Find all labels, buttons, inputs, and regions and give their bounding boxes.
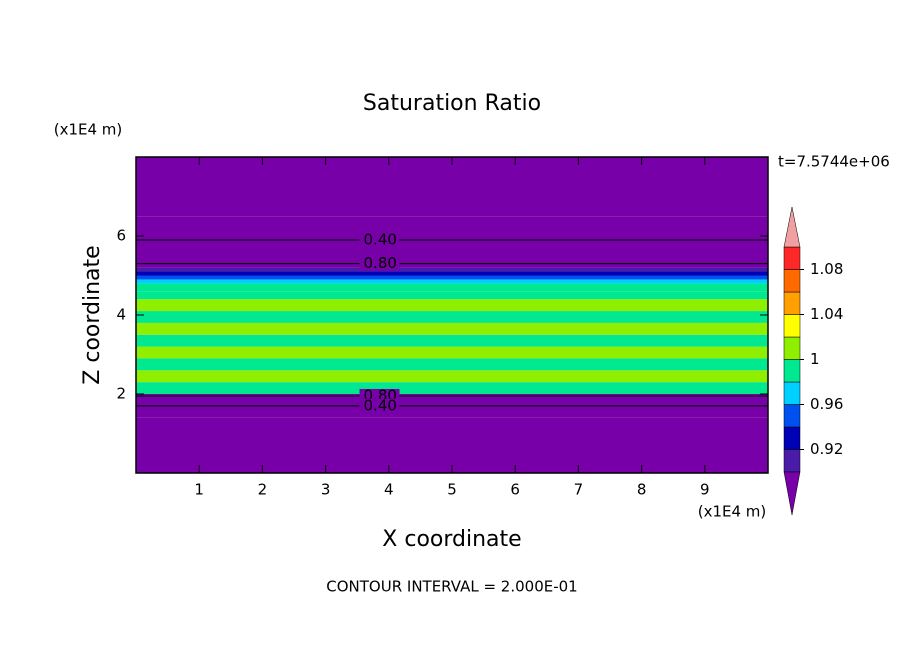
field-band xyxy=(136,417,768,473)
field-band xyxy=(136,291,768,300)
field-band xyxy=(136,157,768,217)
x-tick-label: 6 xyxy=(510,481,520,499)
colorbar-over xyxy=(783,206,801,248)
y-tick-label: 2 xyxy=(116,385,126,403)
x-tick-label: 5 xyxy=(447,481,457,499)
contour-label: 0.40 xyxy=(364,230,397,248)
colorbar-box xyxy=(783,314,801,338)
x-axis-label: X coordinate xyxy=(382,527,521,552)
x-tick-label: 4 xyxy=(384,481,394,499)
colorbar-under xyxy=(783,471,801,516)
colorbar-box xyxy=(783,246,801,270)
colorbar-box xyxy=(783,449,801,473)
contour-label: 0.40 xyxy=(364,396,397,414)
field-band xyxy=(136,358,768,371)
field-band xyxy=(136,239,768,264)
colorbar-tick-label: 0.96 xyxy=(810,395,843,413)
field-band xyxy=(136,322,768,335)
field-band xyxy=(136,283,768,292)
colorbar-box xyxy=(783,359,801,383)
time-label: t=7.5744e+06 xyxy=(778,153,890,171)
x-unit: (x1E4 m) xyxy=(698,503,767,521)
field-band xyxy=(136,271,768,276)
field-band xyxy=(136,395,768,406)
field-band xyxy=(136,370,768,383)
field-band xyxy=(136,311,768,323)
field-band xyxy=(136,263,768,268)
x-tick-label: 3 xyxy=(321,481,331,499)
colorbar-tick-label: 1 xyxy=(810,350,820,368)
field-band xyxy=(136,334,768,347)
field-band xyxy=(136,279,768,284)
contour-label-bg xyxy=(359,232,400,247)
field-band xyxy=(136,346,768,359)
colorbar-box xyxy=(783,381,801,405)
colorbar-tick-label: 0.92 xyxy=(810,440,843,458)
contour-label-bg xyxy=(359,256,400,271)
y-tick-label: 6 xyxy=(116,227,126,245)
x-tick-label: 7 xyxy=(574,481,584,499)
colorbar-box xyxy=(783,336,801,360)
x-tick-label: 8 xyxy=(637,481,647,499)
y-unit: (x1E4 m) xyxy=(54,121,123,139)
colorbar-box xyxy=(783,269,801,293)
contour-label-bg xyxy=(359,398,400,413)
x-tick-label: 9 xyxy=(700,481,710,499)
x-tick-label: 1 xyxy=(194,481,204,499)
field-band xyxy=(136,275,768,280)
x-tick-label: 2 xyxy=(258,481,268,499)
field-band xyxy=(136,405,768,418)
field-band xyxy=(136,299,768,312)
y-tick-label: 4 xyxy=(116,306,126,324)
footer: CONTOUR INTERVAL = 2.000E-01 xyxy=(326,578,577,596)
chart-title: Saturation Ratio xyxy=(363,91,541,116)
field-band xyxy=(136,267,768,272)
colorbar-box xyxy=(783,426,801,450)
y-axis-label: Z coordinate xyxy=(80,245,105,384)
field-band xyxy=(136,216,768,240)
colorbar-tick-label: 1.08 xyxy=(810,260,843,278)
colorbar-tick-label: 1.04 xyxy=(810,305,843,323)
field-band xyxy=(136,394,768,396)
colorbar-box xyxy=(783,291,801,315)
field-band xyxy=(136,382,768,394)
contour-label: 0.80 xyxy=(364,254,397,272)
colorbar-box xyxy=(783,404,801,428)
